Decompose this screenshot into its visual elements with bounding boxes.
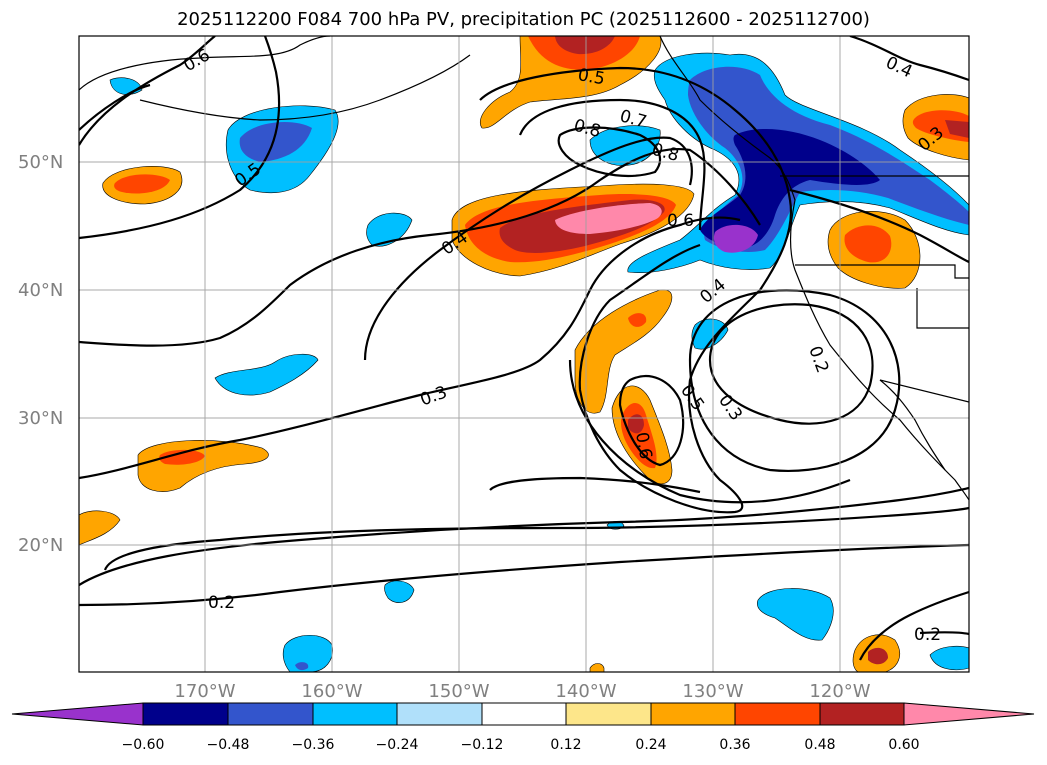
colorbar-tick: −0.36 [291, 737, 335, 753]
colorbar-tick: 0.24 [635, 737, 667, 753]
graticule [79, 36, 969, 672]
lon-label-140w: 140°W [555, 681, 617, 702]
lon-label-170w: 170°W [174, 681, 236, 702]
map-plot-area: 0.6 0.5 0.5 0.8 0.7 0.8 0.4 0.6 0.4 0.3 … [79, 36, 969, 672]
lon-label-160w: 160°W [301, 681, 363, 702]
colorbar-bin [227, 702, 314, 726]
lon-label-120w: 120°W [809, 681, 871, 702]
colorbar [11, 702, 1035, 726]
contour-label: 0.6 [631, 431, 655, 461]
lat-label-40n: 40°N [18, 280, 64, 301]
colorbar-tick: 0.36 [719, 737, 751, 753]
map-title: 2025112200 F084 700 hPa PV, precipitatio… [177, 9, 870, 30]
colorbar-bin [734, 702, 821, 726]
colorbar-bin [312, 702, 398, 726]
colorbar-bin [481, 702, 567, 726]
colorbar-tick: −0.48 [206, 737, 250, 753]
colorbar-tick: −0.60 [121, 737, 165, 753]
contour-label: 0.5 [576, 65, 606, 89]
colorbar-bin [396, 702, 483, 726]
colorbar-bin [819, 702, 905, 726]
contour-label: 0.2 [208, 593, 235, 613]
lat-label-20n: 20°N [18, 535, 64, 556]
contour-label: 0.6 [667, 211, 694, 231]
lat-label-30n: 30°N [18, 408, 64, 429]
colorbar-tick: 0.60 [888, 737, 920, 753]
lat-label-50n: 50°N [18, 152, 64, 173]
colorbar-under-triangle [11, 702, 144, 726]
plot-frame [78, 35, 970, 673]
colorbar-bin [565, 702, 652, 726]
coastlines [79, 36, 969, 501]
contour-label: 0.2 [914, 625, 941, 645]
colorbar-over-triangle [903, 702, 1035, 726]
colorbar-tick: 0.48 [804, 737, 836, 753]
colorbar-bin [142, 702, 229, 726]
lon-label-150w: 150°W [428, 681, 490, 702]
pv-contours [79, 36, 969, 661]
colorbar-tick: −0.24 [375, 737, 419, 753]
lon-label-130w: 130°W [682, 681, 744, 702]
colorbar-tick: −0.12 [460, 737, 504, 753]
colorbar-tick: 0.12 [550, 737, 582, 753]
colorbar-bin [650, 702, 736, 726]
